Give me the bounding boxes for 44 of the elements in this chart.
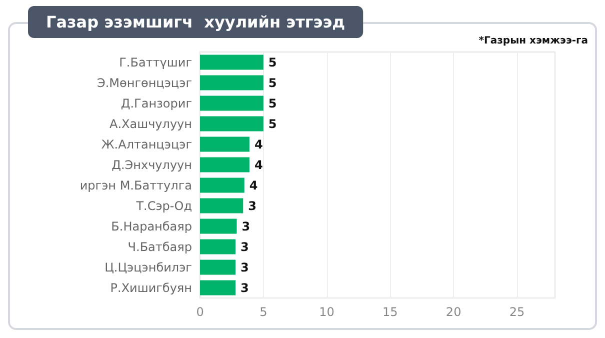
chart-title: Газар эзэмшигч хуулийн этгээд [46, 12, 346, 32]
data-label: 5 [268, 76, 277, 90]
bar [200, 239, 236, 254]
data-label: 4 [249, 178, 258, 192]
x-tick-label: 5 [260, 305, 268, 319]
y-tick-label: Д.Энхчулуун [112, 158, 192, 172]
bar [200, 75, 264, 90]
y-tick-label: Г.Баттүшиг [119, 55, 192, 70]
data-label: 3 [240, 240, 249, 254]
y-tick-label: А.Хашчулуун [110, 116, 192, 131]
y-tick-label: Д.Ганзориг [120, 96, 192, 110]
bar [200, 54, 264, 70]
x-tick-label: 10 [319, 305, 334, 319]
x-tick-label: 0 [196, 305, 204, 319]
data-label: 3 [242, 219, 250, 234]
y-tick-label: Ц.Цэцэнбилэг [104, 260, 192, 274]
y-tick-label: Ч.Батбаяр [128, 240, 192, 254]
data-label: 4 [254, 137, 263, 152]
x-tick-label: 20 [446, 305, 462, 319]
y-tick-label: Т.Сэр-Од [135, 198, 192, 213]
data-label: 3 [240, 260, 249, 274]
bar [200, 116, 264, 132]
data-label: 3 [240, 280, 249, 295]
bar [200, 218, 237, 234]
bar [200, 136, 250, 152]
data-label: 4 [254, 158, 263, 172]
y-tick-label: иргэн М.Баттулга [80, 178, 192, 192]
bar [200, 198, 244, 214]
y-tick-label: Р.Хишигбуян [110, 280, 192, 295]
bar [200, 260, 236, 275]
data-label: 3 [248, 198, 256, 213]
x-tick-label: 15 [382, 305, 398, 319]
y-tick-label: Э.Мөнгөнцэцэг [96, 76, 192, 90]
y-tick-label: Б.Наранбаяр [111, 219, 192, 234]
bar [200, 96, 264, 111]
data-label: 5 [268, 96, 277, 110]
bar [200, 157, 250, 172]
text: *Газрын хэмжээ-га [478, 36, 588, 46]
data-label: 5 [268, 55, 277, 70]
y-tick-label: Ж.Алтанцэцэг [101, 137, 192, 152]
data-label: 5 [268, 116, 277, 131]
bar [200, 280, 236, 296]
bar [200, 178, 244, 193]
x-tick-label: 25 [509, 305, 525, 319]
